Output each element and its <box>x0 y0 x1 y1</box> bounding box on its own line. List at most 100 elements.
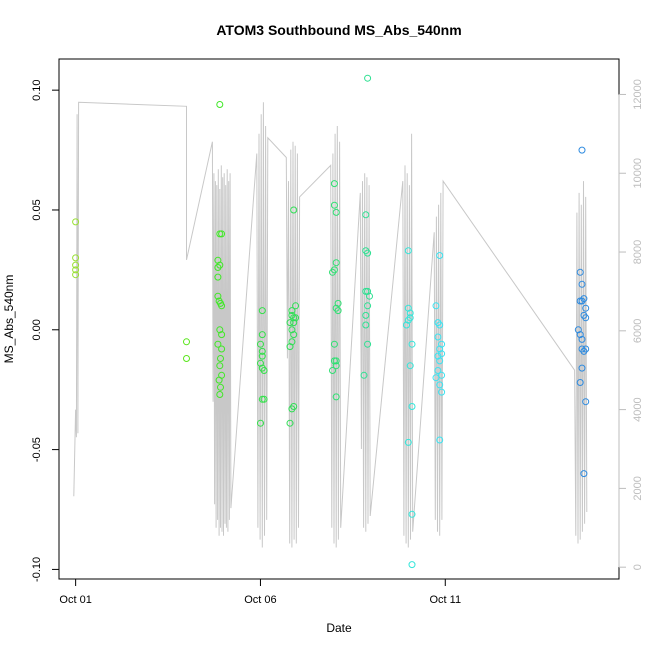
data-point <box>215 376 223 384</box>
data-point <box>217 383 224 391</box>
y2-tick-label: 4000 <box>632 397 644 421</box>
data-point <box>403 321 410 329</box>
data-point <box>216 101 224 108</box>
data-point <box>334 299 342 307</box>
data-point <box>329 268 336 276</box>
data-point <box>214 340 222 348</box>
data-point <box>290 314 298 322</box>
data-point <box>574 326 582 334</box>
data-point <box>286 419 294 427</box>
data-point <box>434 333 442 341</box>
data-point <box>214 292 222 300</box>
data-point <box>72 266 80 274</box>
data-point <box>330 357 338 365</box>
data-point <box>438 340 446 348</box>
data-point <box>404 316 412 324</box>
data-point <box>364 340 372 348</box>
y2-tick-label: 10000 <box>632 158 644 189</box>
data-point <box>360 371 368 379</box>
data-point <box>408 340 416 348</box>
data-point <box>578 335 586 343</box>
y2-tick-label: 8000 <box>632 240 644 264</box>
depth-trace-layer <box>73 101 588 548</box>
x-axis: Oct 01 Oct 06 Oct 11 <box>59 578 461 606</box>
data-point <box>432 374 440 382</box>
data-point <box>362 321 370 329</box>
data-point <box>434 352 442 360</box>
data-point <box>582 304 590 312</box>
data-point <box>436 357 444 365</box>
data-point <box>576 331 584 339</box>
data-point <box>436 345 444 353</box>
y2-tick-label: 12000 <box>632 79 644 110</box>
data-point <box>408 510 416 518</box>
data-point <box>218 302 226 310</box>
data-point <box>582 345 590 353</box>
data-point <box>330 201 338 209</box>
data-point <box>288 307 296 315</box>
y-tick-label: 0.10 <box>31 79 43 100</box>
data-point <box>332 208 340 216</box>
data-point <box>364 74 372 82</box>
data-point <box>290 403 298 410</box>
data-point <box>218 331 226 339</box>
data-point <box>183 355 190 362</box>
data-point <box>214 273 222 281</box>
data-point <box>214 256 222 264</box>
data-point <box>576 268 584 276</box>
data-point <box>436 436 444 444</box>
data-point <box>292 314 300 322</box>
data-point <box>364 249 372 257</box>
data-point <box>436 252 444 259</box>
data-point <box>362 311 370 319</box>
data-point <box>257 359 264 367</box>
data-point <box>438 371 446 379</box>
y2-tick-label: 2000 <box>632 476 644 500</box>
data-point <box>404 247 412 255</box>
y2-tick-label: 0 <box>632 564 644 570</box>
data-point <box>406 309 414 317</box>
data-point <box>404 438 412 446</box>
x-tick-label: Oct 01 <box>59 594 91 606</box>
data-point <box>216 261 224 269</box>
data-point <box>438 350 446 358</box>
data-point <box>364 302 372 310</box>
data-point <box>332 362 340 370</box>
y-tick-label: 0.00 <box>31 319 43 340</box>
data-point <box>332 259 340 267</box>
data-point <box>436 381 444 389</box>
points-layer <box>72 74 590 569</box>
secondary-y-axis: 0 2000 4000 6000 8000 10000 12000 <box>618 79 644 570</box>
data-point <box>432 302 440 310</box>
data-point <box>438 388 446 396</box>
data-point <box>582 398 590 406</box>
data-point <box>578 280 586 288</box>
data-point <box>290 319 298 327</box>
data-point <box>329 367 336 374</box>
data-point <box>218 230 226 238</box>
y-axis: -0.10 -0.05 0.00 0.05 0.10 <box>31 79 60 582</box>
data-point <box>578 364 586 372</box>
data-point <box>216 362 224 370</box>
data-point <box>330 180 338 188</box>
data-point <box>406 362 414 370</box>
data-point <box>72 261 80 269</box>
data-point <box>217 355 224 362</box>
data-point <box>258 352 266 360</box>
data-point <box>260 395 268 403</box>
data-point <box>218 345 226 353</box>
data-point <box>580 470 588 478</box>
data-point <box>408 561 416 569</box>
data-point <box>288 326 296 334</box>
y-tick-label: -0.10 <box>31 557 43 582</box>
chart-title: ATOM3 Southbound MS_Abs_540nm <box>216 22 461 38</box>
data-point <box>258 331 266 339</box>
data-point <box>576 379 584 386</box>
data-point <box>258 307 266 315</box>
x-tick-label: Oct 11 <box>429 594 461 606</box>
y-tick-label: -0.05 <box>31 437 43 462</box>
data-point <box>334 307 342 315</box>
data-point <box>362 211 370 219</box>
data-point <box>72 218 80 226</box>
data-point <box>286 319 294 327</box>
